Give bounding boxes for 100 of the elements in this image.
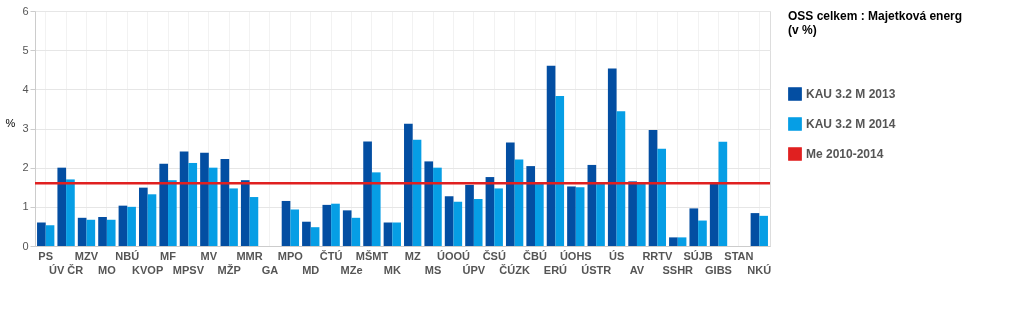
bar — [453, 201, 463, 246]
bar — [351, 217, 361, 246]
y-tick-label: 5 — [22, 43, 29, 56]
bar — [45, 225, 55, 246]
bar — [66, 179, 75, 246]
bar — [677, 237, 687, 246]
x-tick-label: MZV — [74, 250, 99, 262]
bar — [657, 148, 667, 246]
x-tick-label: ÚS — [608, 250, 625, 262]
bar — [750, 213, 760, 246]
bar — [331, 203, 340, 246]
bar — [159, 163, 169, 246]
bar — [249, 197, 259, 246]
x-tick-label: NKÚ — [747, 264, 772, 276]
bar — [392, 222, 401, 246]
bar — [290, 209, 300, 246]
bar — [342, 210, 352, 246]
y-tick-label: 2 — [22, 161, 29, 174]
x-tick-label: ERÚ — [543, 264, 568, 276]
bar — [473, 199, 483, 246]
x-tick-label: ÚOHS — [559, 250, 592, 262]
bar — [138, 187, 148, 246]
bar — [240, 180, 250, 246]
x-tick-label: MMR — [236, 250, 263, 262]
x-tick-label: MO — [98, 264, 117, 276]
x-tick-label: GA — [261, 264, 279, 276]
x-tick-label: ÚSTR — [581, 264, 612, 276]
bar — [567, 186, 576, 246]
bar — [363, 141, 372, 246]
bar — [546, 65, 556, 246]
x-tick-label: ÚOOÚ — [436, 250, 471, 262]
x-tick-label: MF — [160, 250, 177, 262]
bar — [709, 182, 719, 246]
x-tick-label: NBÚ — [115, 250, 140, 262]
bar — [444, 196, 454, 246]
legend-label: KAU 3.2 M 2014 — [806, 117, 896, 131]
x-tick-label: MS — [424, 264, 442, 276]
bar — [310, 227, 320, 246]
bar — [118, 205, 128, 246]
x-tick-label: ČÚZK — [499, 264, 530, 276]
x-tick-label: MZe — [340, 264, 363, 276]
bar — [106, 219, 116, 246]
x-tick-label: SSHR — [662, 264, 694, 276]
x-tick-label: ČSÚ — [482, 250, 506, 262]
x-tick-label: SÚJB — [683, 250, 713, 262]
bar — [494, 188, 503, 246]
y-tick-label: 4 — [22, 82, 29, 95]
legend-title: OSS celkem : Majetková energ (v %) — [788, 9, 963, 37]
bar — [424, 161, 434, 246]
x-tick-label: MK — [383, 264, 401, 276]
y-axis-title: % — [5, 117, 16, 129]
y-tick-label: 0 — [22, 239, 29, 252]
bar — [759, 215, 768, 246]
bar — [575, 187, 585, 246]
x-tick-label: ÚPV — [462, 264, 486, 276]
legend-label: Me 2010-2014 — [806, 147, 884, 161]
y-tick-label: 6 — [22, 4, 29, 17]
bar — [86, 219, 96, 246]
bar — [57, 167, 67, 246]
x-tick-label: PS — [38, 250, 54, 262]
bar — [616, 111, 626, 246]
x-tick-label: GIBS — [705, 264, 732, 276]
bar — [168, 180, 177, 246]
x-tick-label: MV — [200, 250, 218, 262]
bar — [689, 208, 699, 246]
bar — [371, 172, 381, 246]
x-tick-label: KVOP — [132, 264, 164, 276]
x-tick-label: MZ — [404, 250, 421, 262]
bar — [433, 167, 442, 246]
bar — [383, 222, 393, 246]
bar — [636, 183, 646, 246]
bar — [514, 159, 524, 246]
x-tick-label: MŠMT — [355, 250, 389, 262]
bar — [505, 142, 515, 246]
bar — [77, 217, 87, 246]
x-tick-label: MŽP — [217, 264, 241, 276]
x-tick-label: ČTÚ — [319, 250, 343, 262]
bar — [322, 204, 332, 246]
y-tick-label: 3 — [22, 122, 29, 134]
x-tick-label: RRTV — [642, 250, 673, 262]
x-tick-label: ÚV ČR — [48, 264, 84, 276]
x-tick-label: STAN — [724, 250, 754, 262]
x-tick-label: AV — [629, 264, 645, 276]
bar — [555, 95, 565, 246]
bar — [607, 68, 617, 246]
bar — [281, 200, 291, 246]
x-tick-label: ČBÚ — [523, 250, 547, 262]
bar — [535, 183, 544, 246]
bar — [526, 166, 536, 246]
bar — [648, 130, 658, 246]
bar — [188, 162, 198, 246]
bar — [147, 194, 157, 246]
bar — [37, 222, 46, 246]
bar — [200, 152, 209, 246]
bar — [302, 221, 311, 246]
x-tick-label: MPSV — [172, 264, 205, 276]
bar — [98, 217, 107, 246]
bar — [698, 220, 707, 246]
bar — [229, 188, 238, 246]
bar — [127, 206, 136, 246]
